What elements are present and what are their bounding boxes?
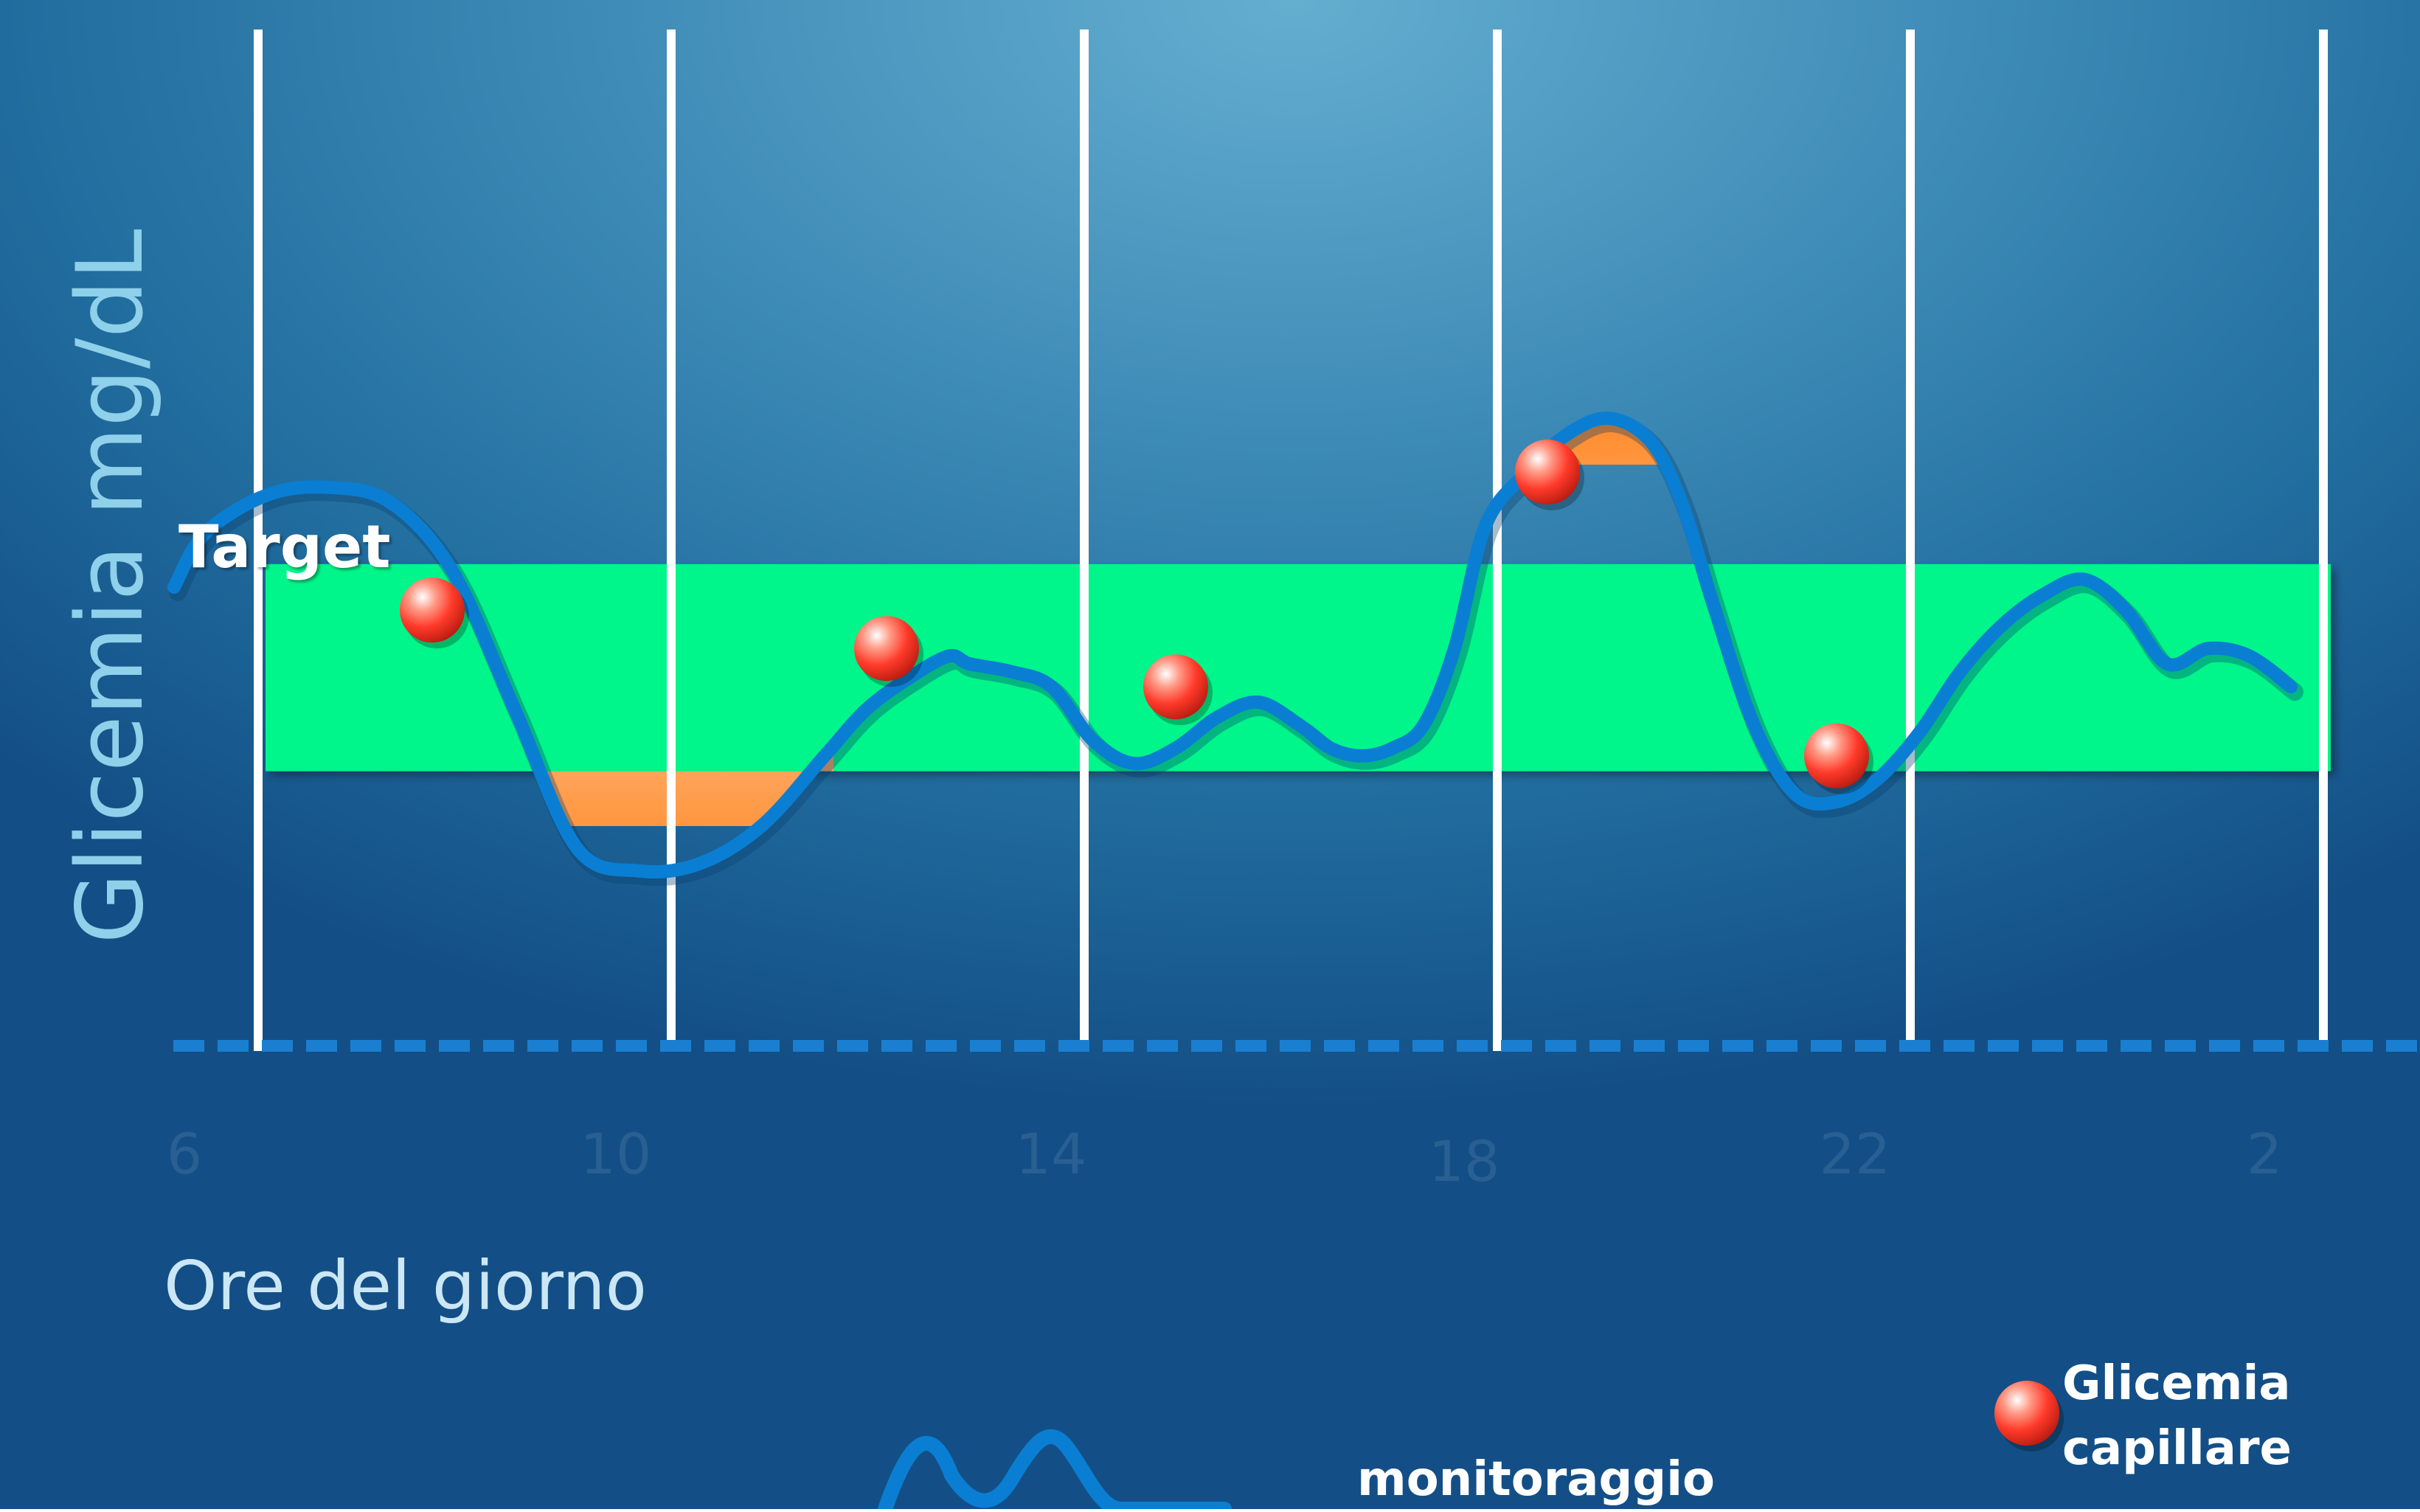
legend-label-monitoraggio: monitoraggio [1357,1447,1715,1512]
capillary-point [400,578,465,643]
x-axis-title: Ore del giorno [164,1246,647,1325]
cgm-curve-line [167,412,2298,879]
legend-line: Glicemia [2062,1356,2291,1411]
y-axis-title: Glicemia mg/dL [58,229,164,944]
capillary-point [1804,723,1869,788]
capillary-point [1515,440,1580,504]
x-tick-label: 6 [166,1121,203,1187]
legend-label-glicemia-capillare: Glicemia capillare [2062,1351,2292,1481]
red-dot-icon [1994,1381,2059,1446]
hypo-excursion-area [546,746,833,826]
blue-wave-icon [878,1429,1232,1509]
capillary-point [854,616,919,682]
target-range-label: Target [178,513,391,581]
x-tick-label: 22 [1819,1121,1891,1187]
target-range-band [266,563,2331,771]
x-tick-label: 18 [1428,1128,1500,1194]
x-tick-label: 2 [2246,1121,2283,1187]
capillary-point [1143,654,1208,720]
legend-line: capillare [2062,1421,2292,1476]
x-tick-label: 10 [580,1121,652,1187]
legend-line: monitoraggio [1357,1452,1715,1507]
x-tick-label: 14 [1015,1121,1087,1187]
